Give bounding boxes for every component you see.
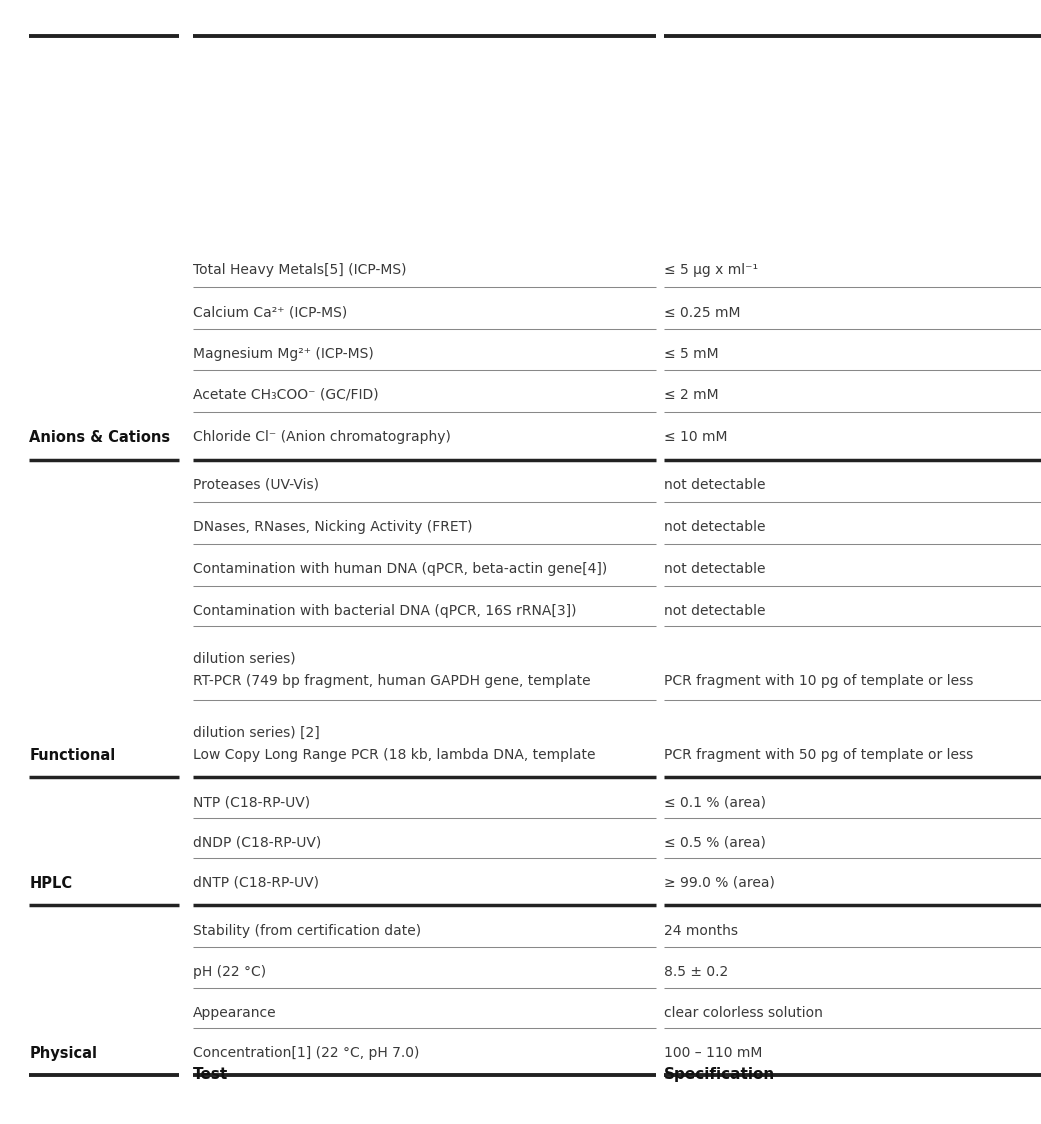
Text: ≤ 10 mM: ≤ 10 mM [664, 430, 728, 444]
Text: Stability (from certification date): Stability (from certification date) [193, 924, 421, 939]
Text: Test: Test [193, 1067, 228, 1082]
Text: ≤ 0.25 mM: ≤ 0.25 mM [664, 306, 740, 320]
Text: Acetate CH₃COO⁻ (GC/FID): Acetate CH₃COO⁻ (GC/FID) [193, 388, 378, 402]
Text: Total Heavy Metals[5] (ICP-MS): Total Heavy Metals[5] (ICP-MS) [193, 263, 406, 277]
Text: Calcium Ca²⁺ (ICP-MS): Calcium Ca²⁺ (ICP-MS) [193, 306, 347, 320]
Text: PCR fragment with 10 pg of template or less: PCR fragment with 10 pg of template or l… [664, 674, 973, 688]
Text: pH (22 °C): pH (22 °C) [193, 966, 265, 979]
Text: Physical: Physical [29, 1046, 97, 1061]
Text: ≤ 2 mM: ≤ 2 mM [664, 388, 718, 402]
Text: ≤ 5 mM: ≤ 5 mM [664, 347, 718, 361]
Text: Proteases (UV-Vis): Proteases (UV-Vis) [193, 478, 319, 492]
Text: ≤ 0.5 % (area): ≤ 0.5 % (area) [664, 836, 766, 850]
Text: 100 – 110 mM: 100 – 110 mM [664, 1046, 763, 1060]
Text: PCR fragment with 50 pg of template or less: PCR fragment with 50 pg of template or l… [664, 747, 973, 762]
Text: Magnesium Mg²⁺ (ICP-MS): Magnesium Mg²⁺ (ICP-MS) [193, 347, 374, 361]
Text: Anions & Cations: Anions & Cations [29, 430, 171, 445]
Text: Contamination with human DNA (qPCR, beta-actin gene[4]): Contamination with human DNA (qPCR, beta… [193, 562, 607, 575]
Text: ≤ 5 μg x ml⁻¹: ≤ 5 μg x ml⁻¹ [664, 263, 758, 277]
Text: not detectable: not detectable [664, 478, 766, 492]
Text: ≤ 0.1 % (area): ≤ 0.1 % (area) [664, 796, 766, 810]
Text: Chloride Cl⁻ (Anion chromatography): Chloride Cl⁻ (Anion chromatography) [193, 430, 451, 444]
Text: Contamination with bacterial DNA (qPCR, 16S rRNA[3]): Contamination with bacterial DNA (qPCR, … [193, 604, 576, 618]
Text: dilution series): dilution series) [193, 652, 296, 667]
Text: not detectable: not detectable [664, 562, 766, 575]
Text: NTP (C18-RP-UV): NTP (C18-RP-UV) [193, 796, 310, 810]
Text: 24 months: 24 months [664, 924, 738, 939]
Text: RT-PCR (749 bp fragment, human GAPDH gene, template: RT-PCR (749 bp fragment, human GAPDH gen… [193, 674, 590, 688]
Text: ≥ 99.0 % (area): ≥ 99.0 % (area) [664, 876, 776, 890]
Text: 8.5 ± 0.2: 8.5 ± 0.2 [664, 966, 729, 979]
Text: dilution series) [2]: dilution series) [2] [193, 726, 320, 740]
Text: HPLC: HPLC [29, 876, 72, 891]
Text: Concentration[1] (22 °C, pH 7.0): Concentration[1] (22 °C, pH 7.0) [193, 1046, 418, 1060]
Text: dNTP (C18-RP-UV): dNTP (C18-RP-UV) [193, 876, 319, 890]
Text: clear colorless solution: clear colorless solution [664, 1006, 823, 1019]
Text: not detectable: not detectable [664, 520, 766, 534]
Text: Low Copy Long Range PCR (18 kb, lambda DNA, template: Low Copy Long Range PCR (18 kb, lambda D… [193, 747, 595, 762]
Text: Specification: Specification [664, 1067, 776, 1082]
Text: dNDP (C18-RP-UV): dNDP (C18-RP-UV) [193, 836, 321, 850]
Text: Appearance: Appearance [193, 1006, 276, 1019]
Text: Functional: Functional [29, 747, 116, 763]
Text: not detectable: not detectable [664, 604, 766, 618]
Text: DNases, RNases, Nicking Activity (FRET): DNases, RNases, Nicking Activity (FRET) [193, 520, 472, 534]
